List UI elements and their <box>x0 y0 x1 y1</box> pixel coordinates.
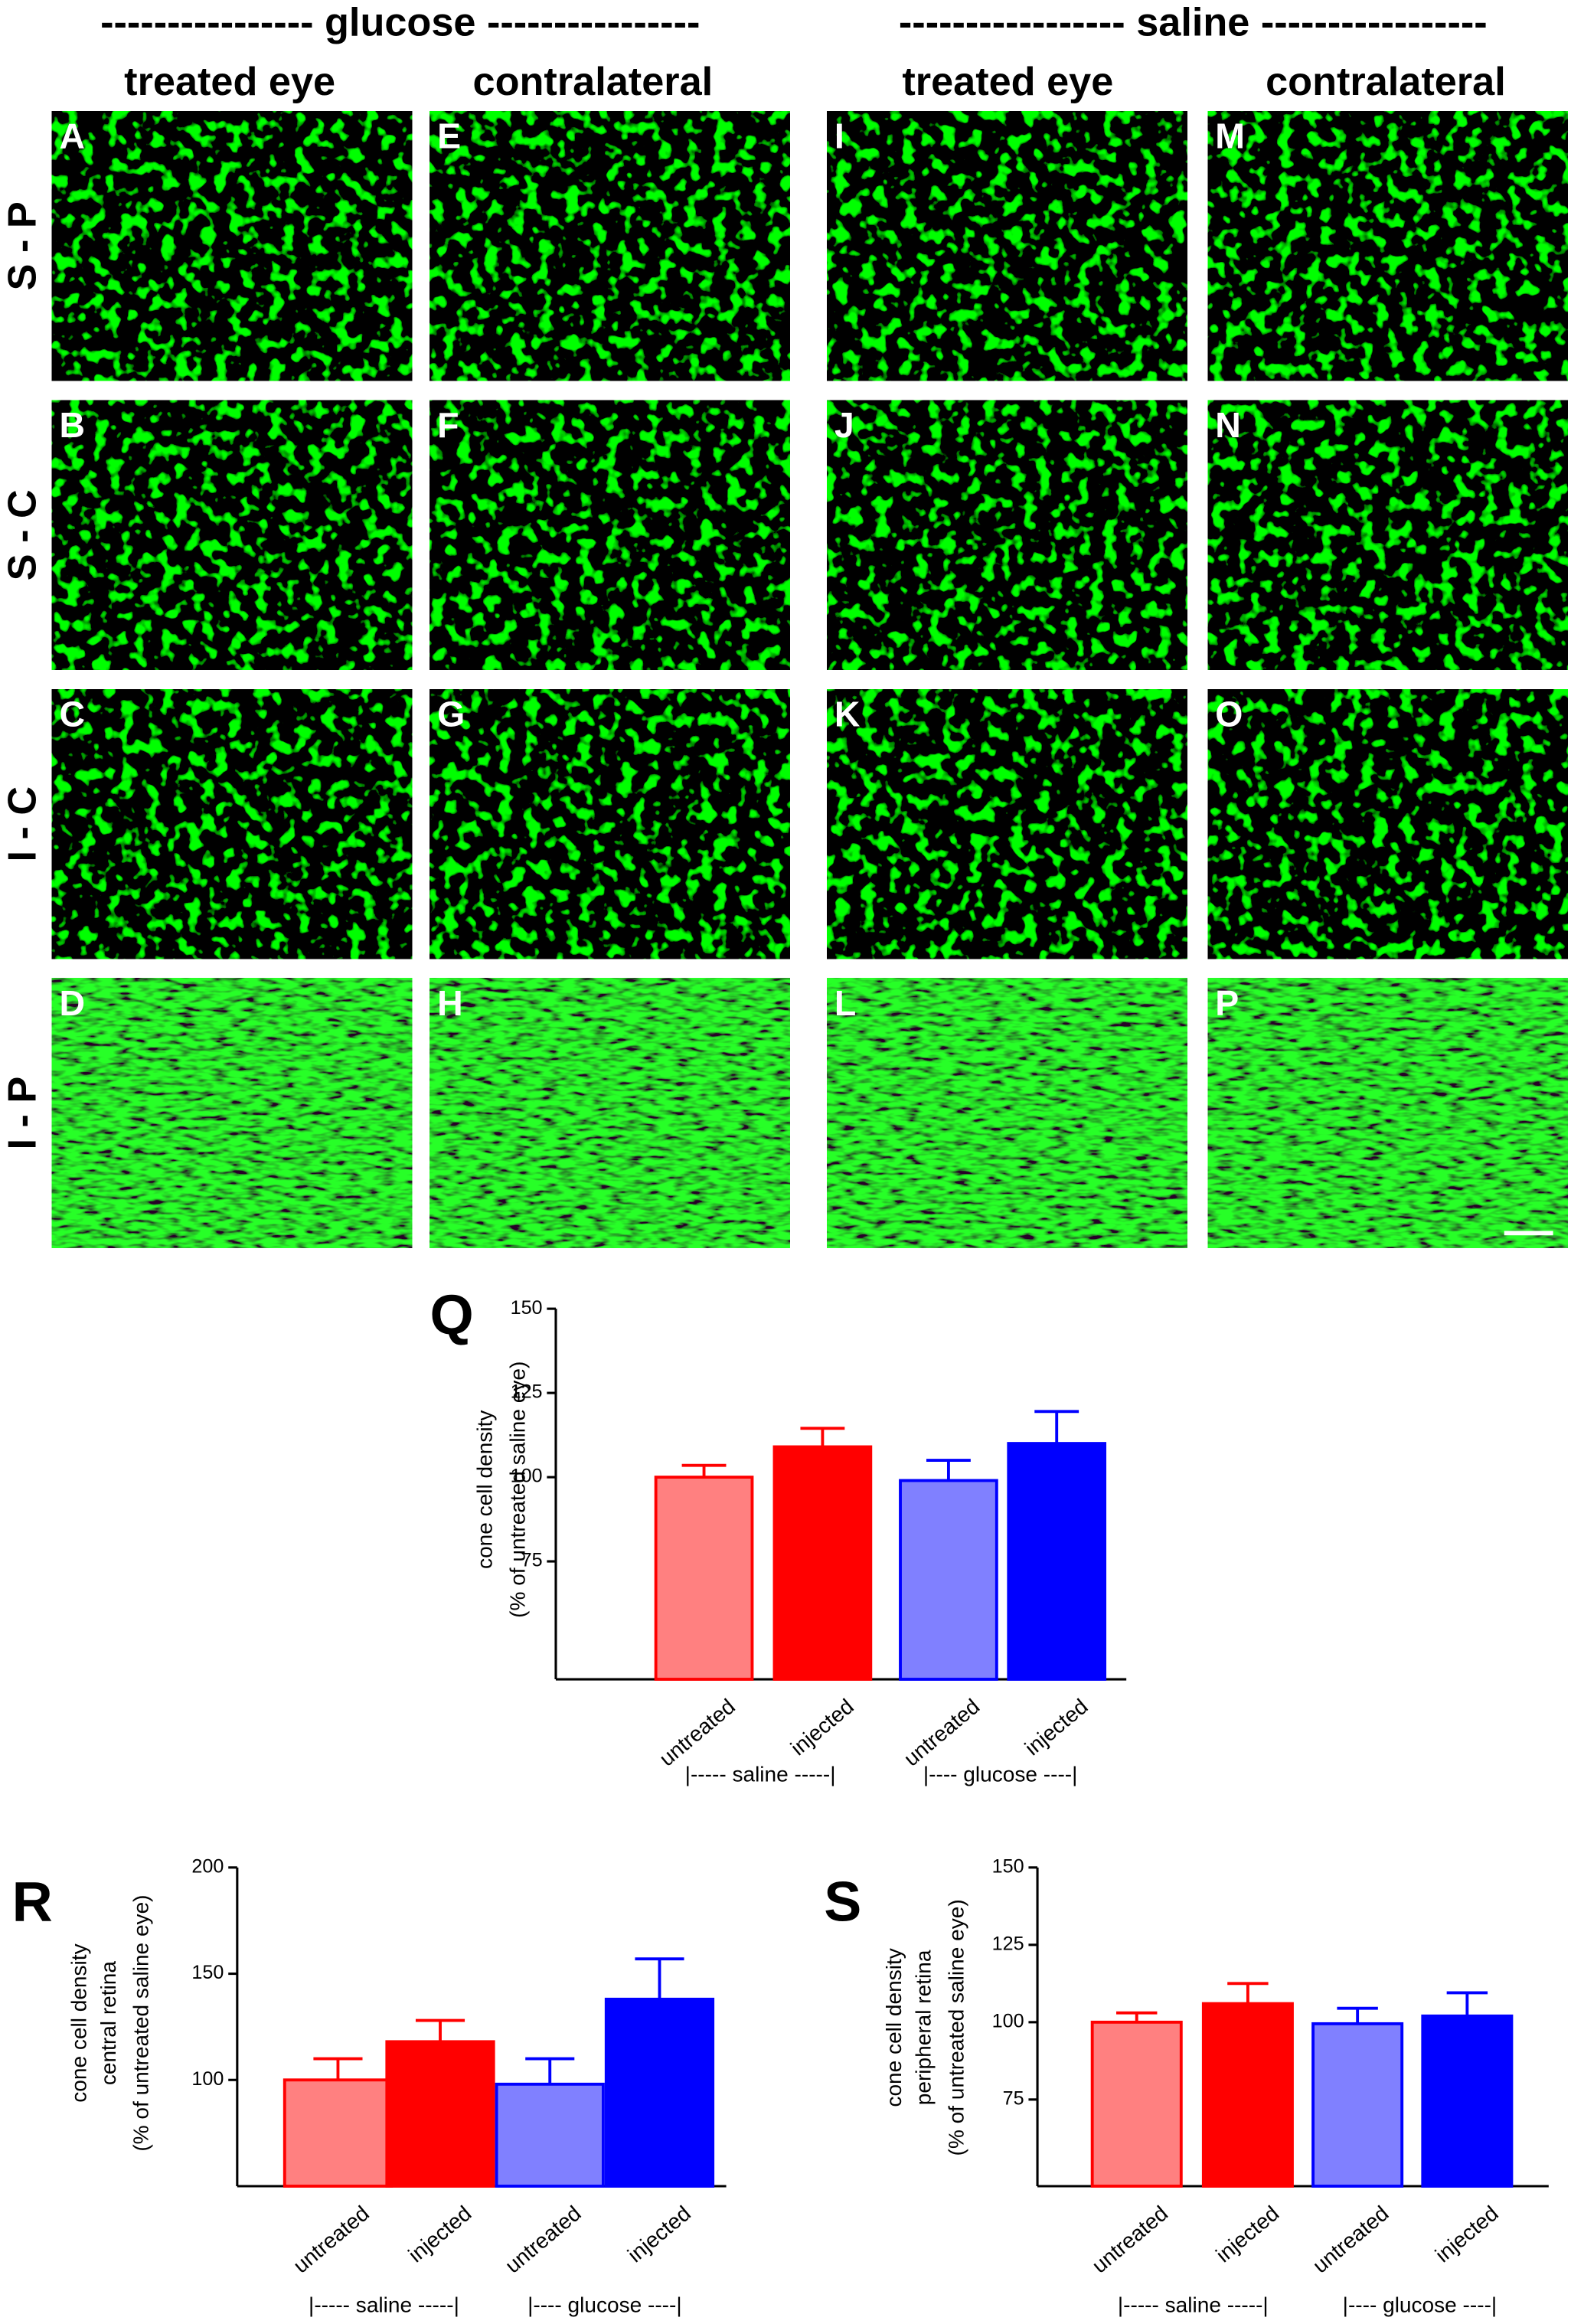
panel-letter: P <box>1215 983 1239 1023</box>
panel-letter: I <box>834 116 844 156</box>
bar <box>1090 2020 1183 2188</box>
panel-label: Q <box>429 1283 473 1346</box>
x-tick-label: injected <box>1211 2201 1283 2267</box>
x-tick-label: injected <box>403 2201 475 2267</box>
x-tick-label: untreated <box>655 1695 740 1771</box>
y-tick-label: 150 <box>992 1855 1024 1877</box>
y-axis-label: cone cell density <box>67 1943 90 2102</box>
column-header: contralateral <box>1266 60 1506 104</box>
row-label: I - C <box>1 786 45 862</box>
y-axis-label: peripheral retina <box>912 1950 936 2105</box>
group-label: |----- saline -----| <box>1118 2293 1269 2317</box>
micrograph-texture <box>429 978 790 1248</box>
y-tick-label: 75 <box>521 1550 543 1571</box>
bar <box>385 2040 495 2188</box>
panel-label: R <box>12 1870 53 1933</box>
y-axis-label: central retina <box>96 1961 120 2086</box>
group-header: ----------------- saline ---------------… <box>899 0 1488 44</box>
panel-letter: M <box>1215 116 1245 156</box>
y-axis-label: (% of untreated saline eye) <box>944 1899 968 2156</box>
panel-letter: O <box>1215 694 1243 734</box>
x-tick-label: untreated <box>289 2201 374 2278</box>
bar <box>899 1479 998 1681</box>
micrograph-texture <box>1207 689 1568 959</box>
micrograph-texture <box>1207 111 1568 381</box>
bar <box>1201 2002 1294 2188</box>
micrograph-texture <box>827 111 1187 381</box>
micrograph-texture <box>429 400 790 670</box>
bar <box>604 1997 715 2188</box>
x-tick-label: injected <box>1021 1695 1093 1760</box>
panel-letter: G <box>437 694 465 734</box>
micrograph-texture <box>51 111 413 381</box>
bar <box>495 2082 605 2188</box>
y-tick-label: 75 <box>1003 2088 1024 2110</box>
group-label: |----- saline -----| <box>309 2293 459 2317</box>
group-label: |----- saline -----| <box>685 1763 836 1786</box>
y-axis-label: cone cell density <box>882 1948 906 2107</box>
panel-letter: D <box>60 983 86 1023</box>
group-header: ---------------- glucose ---------------… <box>100 0 700 44</box>
column-header: contralateral <box>473 60 714 104</box>
panel-letter: C <box>60 694 86 734</box>
panel-label: S <box>824 1870 861 1933</box>
micrograph-texture <box>827 400 1187 670</box>
micrograph-texture <box>51 689 413 959</box>
bar <box>654 1476 754 1681</box>
micrograph-texture <box>1207 978 1568 1248</box>
y-tick-label: 100 <box>191 2068 224 2090</box>
panel-letter: J <box>834 405 854 445</box>
micrograph-texture <box>429 111 790 381</box>
panel-letter: L <box>834 983 856 1023</box>
panel-letter: E <box>437 116 461 156</box>
y-tick-label: 150 <box>511 1297 543 1319</box>
panel-letter: B <box>60 405 86 445</box>
x-tick-label: untreated <box>1087 2201 1172 2278</box>
bar <box>1311 2022 1404 2188</box>
y-tick-label: 125 <box>511 1381 543 1403</box>
micrograph-texture <box>51 400 413 670</box>
panel-letter: H <box>437 983 463 1023</box>
y-axis-label: (% of untreated saline eye) <box>129 1894 153 2151</box>
x-tick-label: untreated <box>900 1695 985 1771</box>
micrograph-texture <box>827 978 1187 1248</box>
column-header: treated eye <box>124 60 335 104</box>
x-tick-label: injected <box>1431 2201 1503 2267</box>
row-label: I - P <box>1 1077 45 1150</box>
bar <box>1007 1442 1107 1681</box>
micrograph-texture <box>1207 400 1568 670</box>
micrograph-texture <box>429 689 790 959</box>
y-axis-label: (% of untreated saline eye) <box>505 1361 529 1618</box>
micrograph-texture <box>827 689 1187 959</box>
bar <box>1421 2014 1514 2188</box>
bar <box>772 1445 873 1681</box>
x-tick-label: injected <box>623 2201 695 2267</box>
panel-letter: N <box>1215 405 1241 445</box>
group-label: |---- glucose ----| <box>527 2293 682 2317</box>
y-tick-label: 150 <box>191 1962 224 1983</box>
y-tick-label: 100 <box>511 1466 543 1487</box>
group-label: |---- glucose ----| <box>923 1763 1078 1786</box>
y-tick-label: 100 <box>992 2010 1024 2031</box>
x-tick-label: untreated <box>1308 2201 1393 2278</box>
panel-letter: A <box>60 116 86 156</box>
row-label: S - P <box>1 201 45 290</box>
x-tick-label: untreated <box>501 2201 586 2278</box>
panel-letter: K <box>834 694 861 734</box>
bar <box>283 2078 394 2188</box>
y-tick-label: 125 <box>992 1933 1024 1954</box>
y-tick-label: 200 <box>191 1855 224 1877</box>
x-tick-label: injected <box>786 1695 858 1760</box>
micrograph-texture <box>51 978 413 1248</box>
group-label: |---- glucose ----| <box>1343 2293 1498 2317</box>
row-label: S - C <box>1 489 45 580</box>
y-axis-label: cone cell density <box>473 1410 497 1569</box>
panel-letter: F <box>437 405 459 445</box>
column-header: treated eye <box>902 60 1113 104</box>
